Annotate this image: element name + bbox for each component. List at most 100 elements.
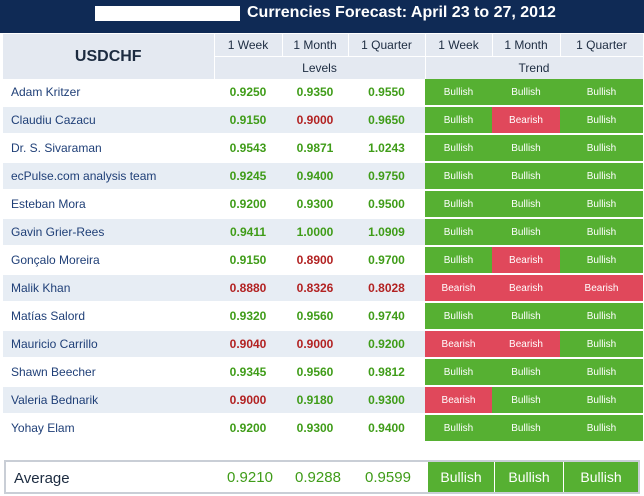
levels-header-1week: 1 Week: [214, 34, 283, 57]
level-1month: 0.9350: [282, 79, 348, 107]
trend-1week: Bullish: [425, 302, 492, 331]
analyst-name: Gonçalo Moreira: [3, 246, 214, 275]
level-1week: 0.9245: [214, 162, 282, 191]
average-label: Average: [14, 470, 70, 487]
average-trend-1week: Bullish: [428, 462, 494, 492]
trend-1week: Bearish: [425, 386, 492, 415]
average-trend-1quarter: Bullish: [564, 462, 638, 492]
level-1month: 0.9000: [282, 330, 348, 359]
trend-1quarter: Bullish: [560, 358, 643, 387]
level-1week: 0.9320: [214, 302, 282, 331]
trend-1month: Bullish: [492, 302, 560, 331]
level-1quarter: 0.9750: [348, 162, 425, 191]
table-row: Yohay Elam 0.9200 0.9300 0.9400 Bullish Bulli…: [3, 414, 643, 443]
analyst-name: Esteban Mora: [3, 190, 214, 219]
table-row: Mauricio Carrillo 0.9040 0.9000 0.9200 Beari…: [3, 330, 643, 359]
trend-1week: Bullish: [425, 218, 492, 247]
trend-1month: Bearish: [492, 106, 560, 135]
level-1quarter: 0.9550: [348, 79, 425, 107]
trend-1week: Bullish: [425, 414, 492, 443]
analyst-name: Yohay Elam: [3, 414, 214, 443]
average-row: Average 0.9210 0.9288 0.9599 Bullish Bul…: [4, 460, 640, 494]
level-1quarter: 1.0909: [348, 218, 425, 247]
trend-1week: Bullish: [425, 106, 492, 135]
trend-1quarter: Bullish: [560, 162, 643, 191]
trend-1month: Bullish: [492, 162, 560, 191]
level-1week: 0.9345: [214, 358, 282, 387]
trend-1month: Bearish: [492, 274, 560, 303]
trend-header-1month: 1 Month: [492, 34, 561, 57]
title-white-box: [95, 6, 240, 21]
trend-1month: Bullish: [492, 134, 560, 163]
forecast-table: USDCHF 1 Week 1 Month 1 Quarter 1 Week 1…: [3, 34, 644, 443]
level-1week: 0.9250: [214, 79, 282, 107]
trend-1month: Bullish: [492, 79, 560, 107]
table-row: Gavin Grier-Rees 0.9411 1.0000 1.0909 Bullis…: [3, 218, 643, 247]
title-bar: Currencies Forecast: April 23 to 27, 201…: [0, 0, 644, 33]
trend-1week: Bullish: [425, 190, 492, 219]
trend-1quarter: Bullish: [560, 218, 643, 247]
trend-1quarter: Bullish: [560, 414, 643, 443]
level-1week: 0.9200: [214, 190, 282, 219]
trend-1month: Bearish: [492, 330, 560, 359]
levels-header-1month: 1 Month: [282, 34, 349, 57]
level-1week: 0.9150: [214, 106, 282, 135]
table-row: ecPulse.com analysis team 0.9245 0.9400 0.9…: [3, 162, 643, 191]
trend-1month: Bullish: [492, 190, 560, 219]
trend-1month: Bullish: [492, 358, 560, 387]
trend-1quarter: Bullish: [560, 106, 643, 135]
trend-1month: Bearish: [492, 246, 560, 275]
level-1month: 0.9000: [282, 106, 348, 135]
trend-1quarter: Bullish: [560, 134, 643, 163]
analyst-name: Adam Kritzer: [3, 79, 214, 107]
level-1week: 0.9200: [214, 414, 282, 443]
trend-header-1quarter: 1 Quarter: [560, 34, 644, 57]
level-1month: 0.8326: [282, 274, 348, 303]
level-1quarter: 0.9200: [348, 330, 425, 359]
trend-1quarter: Bullish: [560, 330, 643, 359]
table-row: Shawn Beecher 0.9345 0.9560 0.9812 Bullish Bu…: [3, 358, 643, 387]
trend-header-1week: 1 Week: [425, 34, 493, 57]
level-1week: 0.9411: [214, 218, 282, 247]
trend-1quarter: Bullish: [560, 246, 643, 275]
level-1quarter: 0.9400: [348, 414, 425, 443]
level-1quarter: 1.0243: [348, 134, 425, 163]
level-1month: 0.9560: [282, 358, 348, 387]
level-1week: 0.9000: [214, 386, 282, 415]
trend-1week: Bullish: [425, 162, 492, 191]
level-1month: 0.9300: [282, 190, 348, 219]
analyst-name: Mauricio Carrillo: [3, 330, 214, 359]
analyst-name: Valeria Bednarik: [3, 386, 214, 415]
table-row: Dr. S. Sivaraman 0.9543 0.9871 1.0243 Bullis…: [3, 134, 643, 163]
level-1week: 0.9040: [214, 330, 282, 359]
trend-1quarter: Bullish: [560, 302, 643, 331]
level-1week: 0.9543: [214, 134, 282, 163]
table-row: Valeria Bednarik 0.9000 0.9180 0.9300 Bearis…: [3, 386, 643, 415]
trend-1week: Bullish: [425, 246, 492, 275]
levels-group-header: Levels: [214, 56, 426, 79]
trend-1week: Bullish: [425, 134, 492, 163]
analyst-name: Matías Salord: [3, 302, 214, 331]
level-1month: 0.9871: [282, 134, 348, 163]
average-level-1week: 0.9210: [227, 469, 273, 486]
trend-1month: Bullish: [492, 414, 560, 443]
analyst-name: Claudiu Cazacu: [3, 106, 214, 135]
level-1month: 0.9560: [282, 302, 348, 331]
table-row: Adam Kritzer 0.9250 0.9350 0.9550 Bullish Bul…: [3, 79, 643, 107]
table-row: Claudiu Cazacu 0.9150 0.9000 0.9650 Bullish B…: [3, 106, 643, 135]
trend-1quarter: Bullish: [560, 190, 643, 219]
level-1week: 0.9150: [214, 246, 282, 275]
trend-group-header: Trend: [425, 56, 644, 79]
average-level-1month: 0.9288: [295, 469, 341, 486]
trend-1week: Bearish: [425, 274, 492, 303]
level-1quarter: 0.9700: [348, 246, 425, 275]
level-1month: 0.9300: [282, 414, 348, 443]
trend-1week: Bearish: [425, 330, 492, 359]
analyst-name: Gavin Grier-Rees: [3, 218, 214, 247]
level-1quarter: 0.9740: [348, 302, 425, 331]
page-title: Currencies Forecast: April 23 to 27, 201…: [247, 4, 556, 21]
trend-1week: Bullish: [425, 358, 492, 387]
analyst-name: ecPulse.com analysis team: [3, 162, 214, 191]
pair-label: USDCHF: [3, 34, 215, 79]
table-row: Gonçalo Moreira 0.9150 0.8900 0.9700 Bullish…: [3, 246, 643, 275]
